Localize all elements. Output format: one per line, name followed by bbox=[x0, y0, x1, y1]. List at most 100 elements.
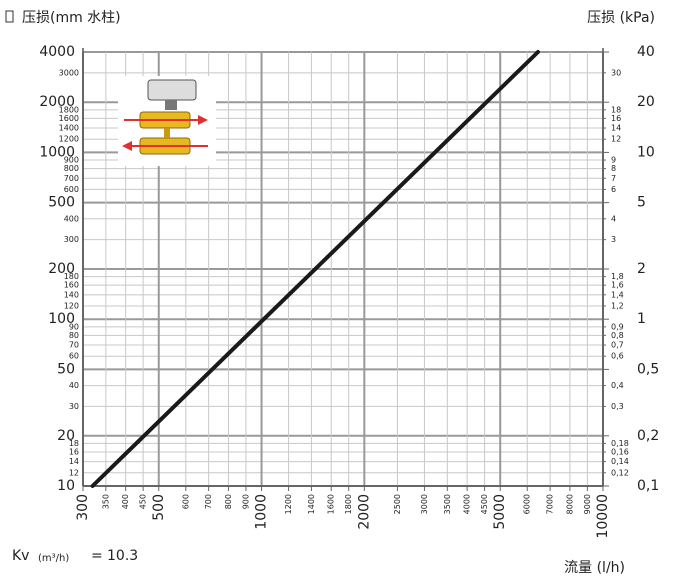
actuator bbox=[147, 79, 197, 101]
y2-tick-label: 3 bbox=[611, 235, 616, 244]
y2-tick-label: 5 bbox=[637, 195, 646, 211]
y2-tick-label: 0,8 bbox=[611, 331, 624, 340]
y-tick-label: 3000 bbox=[59, 68, 79, 77]
x-tick-label: 1000 bbox=[254, 494, 270, 530]
x-tick-label: 600 bbox=[181, 494, 190, 509]
y2-tick-label: 40 bbox=[637, 44, 655, 60]
y2-tick-label: 0,3 bbox=[611, 402, 624, 411]
y2-tick-label: 0,14 bbox=[611, 457, 629, 466]
x-tick-label: 2500 bbox=[393, 494, 402, 514]
x-tick-label: 2000 bbox=[356, 494, 372, 530]
y2-tick-label: 0,1 bbox=[637, 478, 659, 494]
y-tick-label: 200 bbox=[48, 261, 75, 277]
y2-tick-label: 1,8 bbox=[611, 272, 624, 281]
y-tick-label: 30 bbox=[69, 402, 79, 411]
y2-tick-label: 7 bbox=[611, 174, 616, 183]
y-tick-label: 180 bbox=[64, 272, 79, 281]
x-tick-label: 1800 bbox=[344, 494, 353, 514]
y-tick-label: 18 bbox=[69, 439, 79, 448]
y-tick-label: 60 bbox=[69, 352, 79, 361]
kv-value: 10.3 bbox=[107, 548, 138, 564]
y-axis-label: 压损(mm 水柱) bbox=[22, 10, 121, 26]
x-tick-label: 300 bbox=[75, 494, 91, 521]
kv-unit: (m³/h) bbox=[38, 553, 69, 564]
x-tick-label: 450 bbox=[139, 494, 148, 509]
y2-tick-label: 18 bbox=[611, 105, 621, 114]
y-tick-label: 500 bbox=[48, 195, 75, 211]
y2-tick-label: 1,4 bbox=[611, 290, 624, 299]
x-tick-label: 9000 bbox=[583, 494, 592, 514]
y-tick-label: 2000 bbox=[39, 94, 75, 110]
y2-tick-label: 0,18 bbox=[611, 439, 629, 448]
y2-tick-label: 0,4 bbox=[611, 381, 624, 390]
x-tick-label: 900 bbox=[241, 494, 250, 509]
y2-tick-label: 16 bbox=[611, 114, 621, 123]
y2-tick-label: 12 bbox=[611, 135, 621, 144]
y2-tick-label: 0,6 bbox=[611, 352, 624, 361]
y-tick-label: 14 bbox=[69, 457, 79, 466]
y-tick-label: 600 bbox=[64, 185, 79, 194]
kv-symbol: Kv bbox=[12, 548, 29, 564]
y-tick-label: 300 bbox=[64, 235, 79, 244]
y-tick-label: 140 bbox=[64, 290, 79, 299]
y-tick-label: 1000 bbox=[39, 144, 75, 160]
x-tick-label: 6000 bbox=[523, 494, 532, 514]
x-tick-label: 350 bbox=[101, 494, 110, 509]
y-tick-label: 120 bbox=[64, 302, 79, 311]
y-tick-label: 40 bbox=[69, 381, 79, 390]
y2-tick-label: 0,9 bbox=[611, 322, 624, 331]
tee bbox=[164, 128, 170, 138]
y2-tick-label: 4 bbox=[611, 214, 616, 223]
x-tick-label: 5000 bbox=[492, 494, 508, 530]
y2-tick-label: 0,16 bbox=[611, 447, 629, 456]
x-tick-label: 4000 bbox=[463, 494, 472, 514]
kv-sign: = bbox=[91, 548, 103, 564]
glyph-box bbox=[5, 10, 14, 23]
x-tick-label: 4500 bbox=[480, 494, 489, 514]
x-axis-label: 流量 (l/h) bbox=[564, 560, 625, 576]
y-tick-label: 1200 bbox=[59, 135, 79, 144]
kv-note: Kv (m³/h) = 10.3 bbox=[12, 548, 138, 564]
valve-icon bbox=[118, 76, 216, 166]
x-tick-label: 10000 bbox=[595, 494, 611, 539]
arrow-head bbox=[198, 115, 208, 125]
x-tick-label: 1400 bbox=[307, 494, 316, 514]
y-tick-label: 12 bbox=[69, 468, 79, 477]
y2-axis-label: 压损 (kPa) bbox=[587, 10, 655, 26]
x-tick-label: 500 bbox=[151, 494, 167, 521]
y-tick-label: 100 bbox=[48, 311, 75, 327]
y-tick-label: 16 bbox=[69, 447, 79, 456]
y-tick-label: 4000 bbox=[39, 44, 75, 60]
y2-tick-label: 14 bbox=[611, 124, 621, 133]
y2-tick-label: 1 bbox=[637, 311, 646, 327]
stem bbox=[165, 100, 177, 110]
y-tick-label: 10 bbox=[57, 478, 75, 494]
y2-tick-label: 0,2 bbox=[637, 428, 659, 444]
x-tick-label: 7000 bbox=[546, 494, 555, 514]
x-tick-label: 3000 bbox=[420, 494, 429, 514]
y-tick-label: 80 bbox=[69, 331, 79, 340]
arrow-head bbox=[122, 141, 132, 151]
y2-tick-label: 0,12 bbox=[611, 468, 629, 477]
y2-tick-label: 0,5 bbox=[637, 361, 659, 377]
y2-tick-label: 10 bbox=[637, 144, 655, 160]
y2-tick-label: 6 bbox=[611, 185, 616, 194]
x-tick-label: 3500 bbox=[443, 494, 452, 514]
y-tick-label: 800 bbox=[64, 164, 79, 173]
x-tick-label: 8000 bbox=[565, 494, 574, 514]
y-tick-label: 70 bbox=[69, 341, 79, 350]
y2-tick-label: 0,7 bbox=[611, 341, 624, 350]
y2-tick-label: 8 bbox=[611, 164, 616, 173]
y2-tick-label: 1,2 bbox=[611, 302, 624, 311]
y-tick-label: 400 bbox=[64, 214, 79, 223]
y2-tick-label: 2 bbox=[637, 261, 646, 277]
y-tick-label: 20 bbox=[57, 428, 75, 444]
x-tick-label: 700 bbox=[204, 494, 213, 509]
y-tick-label: 90 bbox=[69, 322, 79, 331]
data-line bbox=[90, 50, 540, 488]
y2-tick-label: 1,6 bbox=[611, 281, 624, 290]
plot-area: 1020501002005001000200040001214161830406… bbox=[39, 44, 659, 539]
x-tick-label: 1200 bbox=[284, 494, 293, 514]
y-tick-label: 50 bbox=[57, 361, 75, 377]
x-tick-label: 1600 bbox=[327, 494, 336, 514]
